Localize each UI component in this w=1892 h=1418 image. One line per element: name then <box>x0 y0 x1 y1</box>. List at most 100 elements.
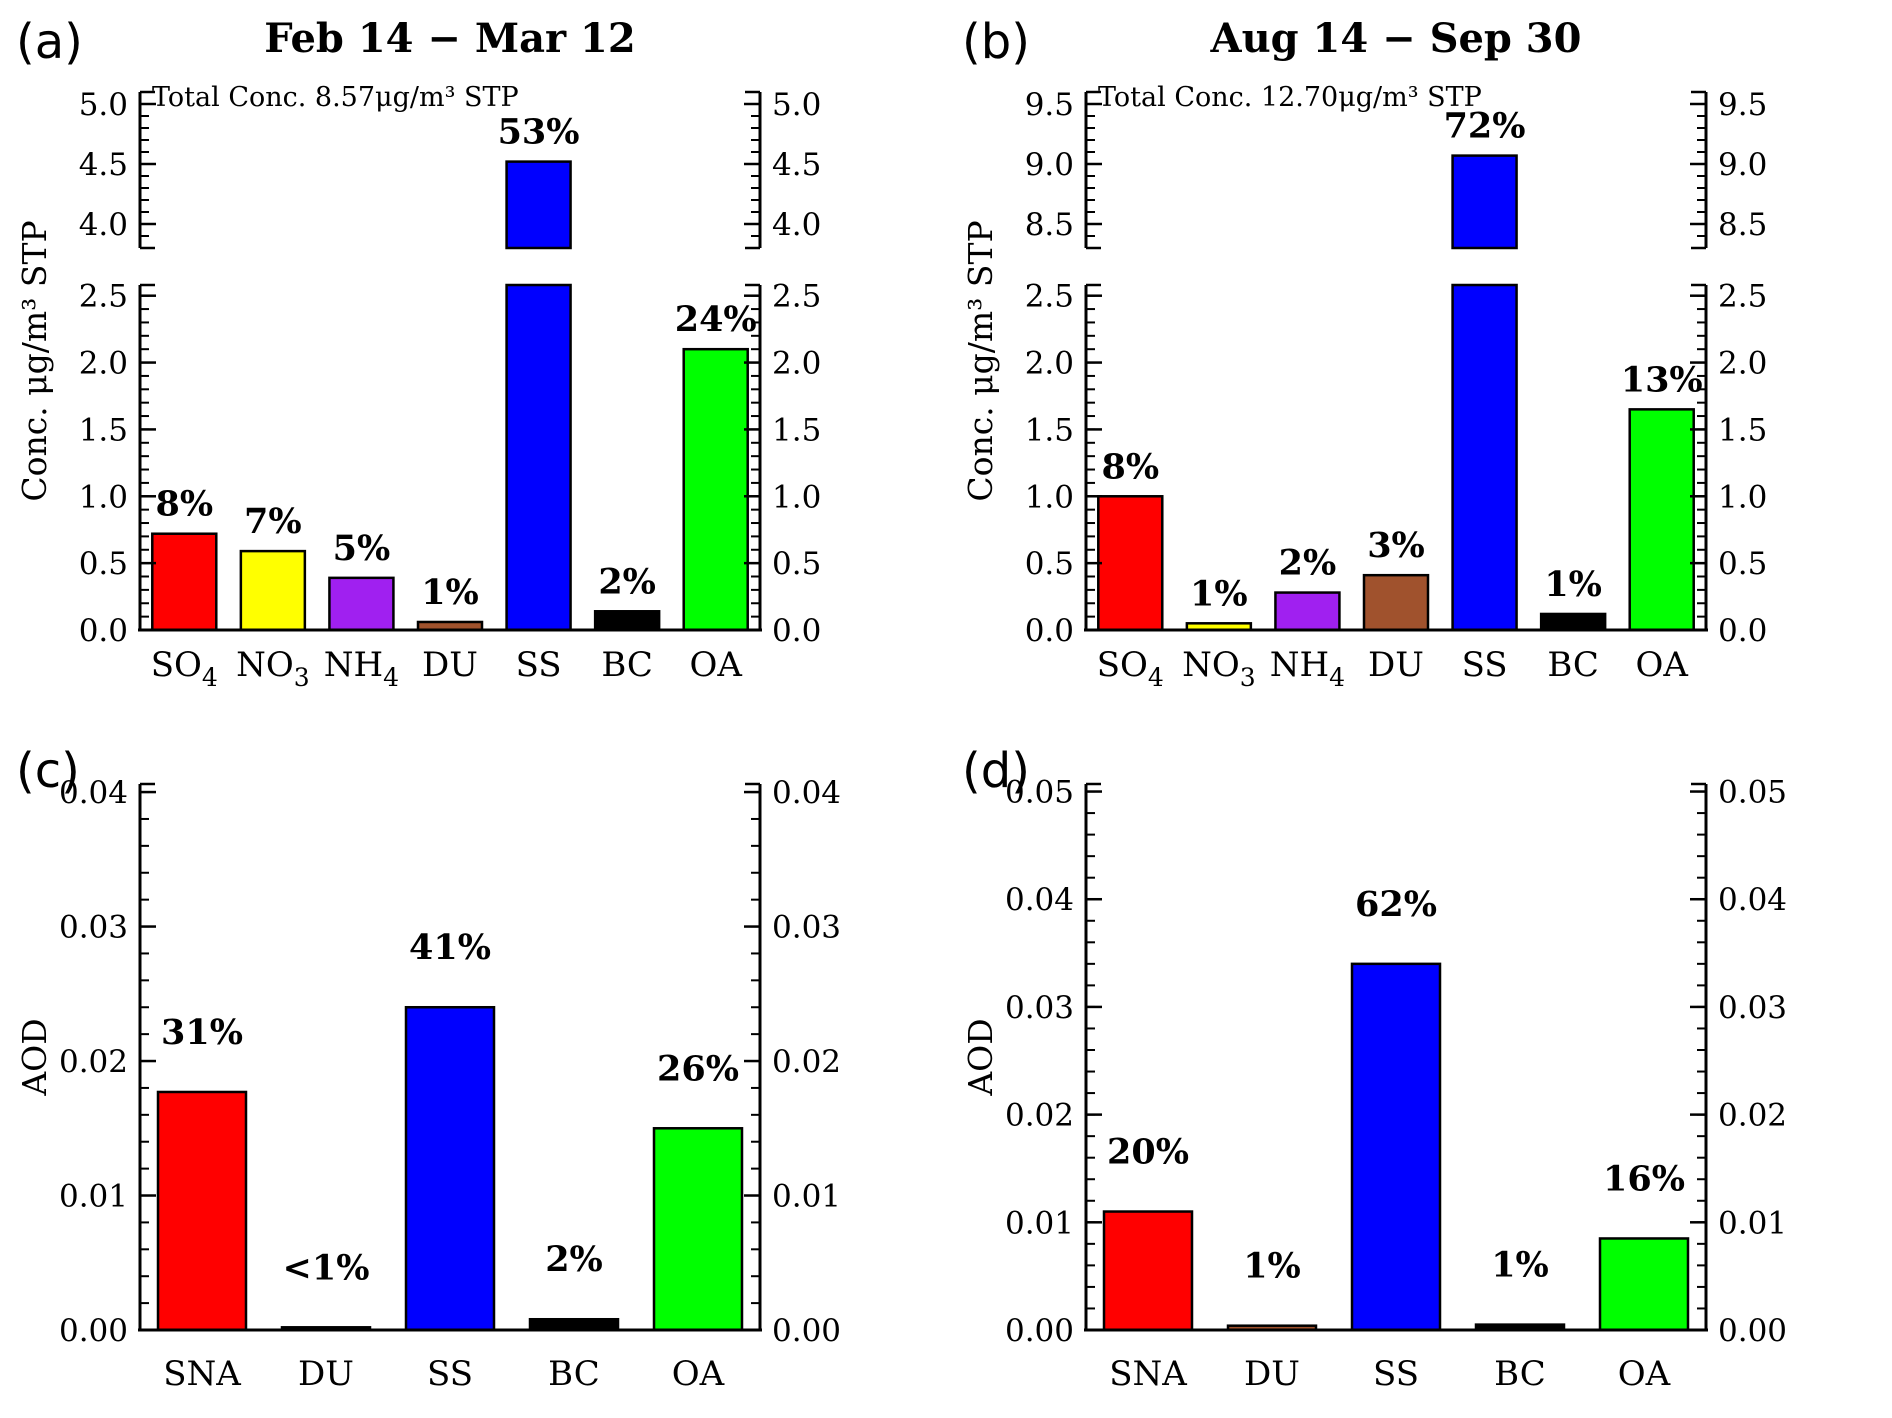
bar-OA <box>1628 408 1695 632</box>
y-tick-label: 4.5 <box>772 147 821 183</box>
y-tick-label: 2.0 <box>772 346 821 382</box>
x-category-label: SS <box>427 1354 473 1394</box>
bar-percent-label: 72% <box>1444 106 1526 147</box>
y-tick-label: 1.5 <box>1025 412 1074 448</box>
y-axis-label: AOD <box>15 1018 54 1096</box>
bar-percent-label: 8% <box>155 484 213 525</box>
chart-a: (a) Feb 14 − Mar 12 Total Conc. 8.57μg/m³ … <box>15 14 821 692</box>
bar-percent-label: 24% <box>675 299 757 340</box>
y-tick-label: 9.0 <box>1025 147 1074 183</box>
y-tick-label: 0.05 <box>1718 775 1787 811</box>
bar-percent-label: 2% <box>1279 543 1337 584</box>
y-tick-label: 0.0 <box>79 613 128 649</box>
panel-d: (d) AOD 20% SNA 1% DU 62% SS 1% BC 16% OA 0.00 0.01 0.… <box>946 709 1892 1418</box>
bar-BC <box>528 1317 620 1332</box>
panel-tag: (a) <box>16 14 83 70</box>
x-category-label: BC <box>601 645 653 685</box>
x-category-label: DU <box>298 1354 354 1394</box>
x-category-label: SO4 <box>151 645 218 692</box>
y-tick-label: 0.05 <box>1005 775 1074 811</box>
bar-SS <box>404 1005 496 1332</box>
x-category-label: SS <box>1462 645 1508 685</box>
bar-OA <box>652 1127 744 1332</box>
bar-percent-label: 62% <box>1355 884 1437 925</box>
bar-percent-label: 1% <box>1544 564 1602 605</box>
y-tick-label: 0.01 <box>1005 1205 1074 1241</box>
bar-NH4 <box>328 576 395 632</box>
y-tick-label: 0.0 <box>772 613 821 649</box>
panel-tag: (c) <box>16 743 80 799</box>
x-category-label: OA <box>1618 1354 1671 1394</box>
y-tick-label: 0.04 <box>1718 882 1787 918</box>
y-tick-label: 0.02 <box>1005 1098 1074 1134</box>
bar-SS <box>1350 962 1442 1332</box>
bar-SS-upper <box>505 160 572 250</box>
y-tick-label: 8.5 <box>1718 207 1767 243</box>
y-tick-label: 0.5 <box>772 546 821 582</box>
y-tick-label: 0.0 <box>1718 613 1767 649</box>
bar-SNA <box>156 1090 248 1332</box>
y-tick-label: 0.01 <box>772 1179 841 1215</box>
bar-DU <box>1362 573 1430 632</box>
bar-percent-label: 41% <box>409 927 491 968</box>
y-tick-label: 8.5 <box>1025 207 1074 243</box>
y-tick-label: 4.0 <box>772 207 821 243</box>
bar-percent-label: 20% <box>1107 1132 1189 1173</box>
y-tick-label: 2.5 <box>1025 279 1074 315</box>
y-tick-label: 0.00 <box>59 1313 128 1349</box>
bar-percent-label: <1% <box>283 1247 370 1288</box>
bar-percent-label: 53% <box>498 112 580 153</box>
y-tick-label: 0.04 <box>1005 882 1074 918</box>
y-tick-label: 0.04 <box>772 775 841 811</box>
bar-percent-label: 16% <box>1603 1158 1685 1199</box>
y-tick-label: 0.0 <box>1025 613 1074 649</box>
y-tick-label: 2.5 <box>772 279 821 315</box>
bar-SS-upper <box>1451 154 1518 250</box>
y-tick-label: 1.5 <box>79 412 128 448</box>
y-tick-label: 9.5 <box>1718 87 1767 123</box>
bar-OA <box>682 347 749 632</box>
y-tick-label: 1.0 <box>772 479 821 515</box>
y-tick-label: 0.5 <box>1718 546 1767 582</box>
panel-a: (a) Feb 14 − Mar 12 Total Conc. 8.57μg/m³ … <box>0 0 946 709</box>
x-category-label: OA <box>689 645 742 685</box>
panel-b: (b) Aug 14 − Sep 30 Total Conc. 12.70μg/m³… <box>946 0 1892 709</box>
x-category-label: BC <box>548 1354 600 1394</box>
bar-NO3 <box>239 549 307 632</box>
x-category-label: OA <box>1635 645 1688 685</box>
y-tick-label: 2.5 <box>1718 279 1767 315</box>
y-tick-label: 2.0 <box>1718 346 1767 382</box>
bar-percent-label: 8% <box>1101 446 1159 487</box>
y-tick-label: 2.5 <box>79 279 128 315</box>
bar-percent-label: 1% <box>1243 1246 1301 1287</box>
total-conc-annotation: Total Conc. 12.70μg/m³ STP <box>1098 82 1482 113</box>
y-tick-label: 0.00 <box>1005 1313 1074 1349</box>
y-tick-label: 5.0 <box>79 87 128 123</box>
y-tick-label: 0.00 <box>772 1313 841 1349</box>
y-tick-label: 2.0 <box>79 346 128 382</box>
bar-SS-lower <box>505 283 572 632</box>
bar-percent-label: 7% <box>244 501 302 542</box>
y-tick-label: 0.5 <box>79 546 128 582</box>
y-tick-label: 0.03 <box>772 910 841 946</box>
x-category-label: NH4 <box>324 645 399 692</box>
bar-percent-label: 26% <box>657 1048 739 1089</box>
x-category-label: SS <box>516 645 562 685</box>
x-category-label: DU <box>1244 1354 1300 1394</box>
y-axis-label: Conc. μg/m³ STP <box>15 220 54 501</box>
bar-NH4 <box>1274 591 1341 632</box>
panel-title: Feb 14 − Mar 12 <box>264 15 635 62</box>
bar-BC <box>593 610 661 632</box>
bar-percent-label: 1% <box>421 572 479 613</box>
bar-percent-label: 1% <box>1491 1245 1549 1286</box>
panel-title: Aug 14 − Sep 30 <box>1210 15 1582 62</box>
x-category-label: DU <box>422 645 478 685</box>
x-category-label: NH4 <box>1270 645 1345 692</box>
bar-SS-lower <box>1451 283 1518 632</box>
y-tick-label: 1.0 <box>79 479 128 515</box>
panel-tag: (d) <box>962 743 1030 799</box>
x-category-label: DU <box>1368 645 1424 685</box>
y-tick-label: 0.03 <box>1718 990 1787 1026</box>
y-tick-label: 0.01 <box>59 1179 128 1215</box>
